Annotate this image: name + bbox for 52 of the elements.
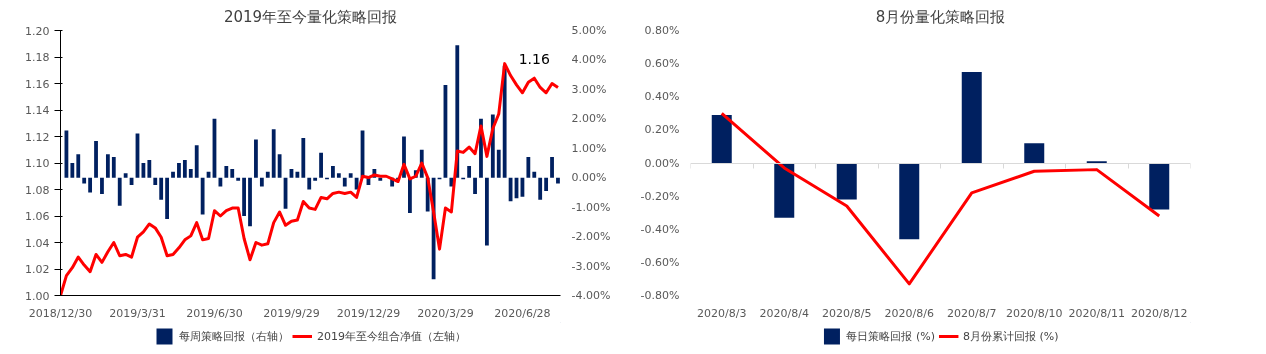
x-tick-label: 2020/3/29 — [417, 306, 474, 320]
x-tick-label: 2018/12/30 — [28, 306, 93, 320]
y-tick-label: 1.20 — [25, 24, 50, 38]
legend-label: 2019年至今组合净值（左轴） — [317, 328, 466, 344]
chart-title: 2019年至今量化策略回报 — [223, 7, 398, 26]
y-tick-label: 1.10 — [25, 157, 50, 170]
legend-label: 8月份累计回报 (%) — [963, 328, 1059, 344]
x-tick-label: 2020/8/11 — [1068, 306, 1125, 320]
y-tick-label: 1.18 — [25, 51, 50, 64]
y2-tick-label: -2.00% — [571, 230, 611, 244]
y-tick-label: -0.40% — [640, 222, 680, 236]
y-tick-label: 0.40% — [644, 90, 680, 104]
x-tick-label: 2020/8/7 — [947, 306, 997, 320]
y2-tick-label: 3.00% — [571, 82, 607, 96]
y-tick-label: -0.20% — [640, 189, 680, 203]
x-tick-label: 2020/8/12 — [1131, 306, 1188, 320]
y2-tick-label: -3.00% — [571, 259, 611, 273]
y-tick-label: 0.80% — [644, 24, 680, 37]
annotation: 1.16 — [518, 50, 550, 67]
y-tick-label: 0.00% — [644, 156, 680, 170]
legend-label: 每周策略回报（右轴） — [179, 328, 289, 344]
y-tick-label: 1.00 — [25, 289, 50, 303]
y2-tick-label: -4.00% — [571, 289, 611, 302]
y-tick-label: -0.60% — [640, 255, 680, 269]
y-tick-label: 1.12 — [25, 130, 50, 144]
legend-label: 每日策略回报 (%) — [846, 328, 936, 344]
chart-title: 8月份量化策略回报 — [875, 7, 1006, 26]
y-tick-label: 0.60% — [644, 57, 680, 71]
y-tick-label: 1.16 — [25, 77, 50, 91]
y2-tick-label: 2.00% — [571, 112, 607, 126]
y-tick-label: 1.02 — [25, 263, 50, 276]
y-tick-label: 1.14 — [25, 104, 50, 117]
x-tick-label: 2020/8/4 — [759, 306, 809, 320]
y-tick-label: -0.80% — [640, 289, 680, 302]
y2-tick-label: 4.00% — [571, 53, 607, 67]
y-tick-label: 1.04 — [25, 236, 50, 250]
x-tick-label: 2019/6/30 — [186, 306, 243, 320]
y-tick-label: 1.06 — [25, 210, 50, 223]
y2-tick-label: 0.00% — [571, 171, 607, 185]
x-tick-label: 2020/8/6 — [884, 306, 934, 320]
y2-tick-label: 5.00% — [571, 24, 607, 37]
y-tick-label: 0.20% — [644, 123, 680, 137]
x-tick-label: 2020/6/28 — [494, 306, 551, 320]
x-tick-label: 2019/12/29 — [336, 306, 401, 320]
x-tick-label: 2019/3/31 — [109, 306, 166, 320]
y2-tick-label: -1.00% — [571, 200, 611, 214]
y-tick-label: 1.08 — [25, 183, 50, 197]
x-tick-label: 2019/9/29 — [263, 306, 320, 320]
x-tick-label: 2020/8/3 — [697, 306, 747, 320]
y2-tick-label: 1.00% — [571, 141, 607, 155]
x-tick-label: 2020/8/10 — [1006, 306, 1063, 320]
x-tick-label: 2020/8/5 — [822, 306, 872, 320]
